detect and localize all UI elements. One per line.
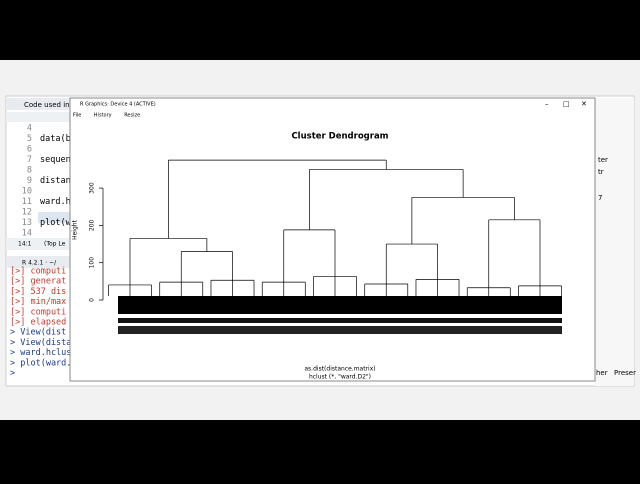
line-number: 14 (22, 229, 32, 239)
maximize[interactable]: □ (563, 100, 570, 108)
status-bar (6, 238, 70, 250)
window-title: R Graphics: Device 4 (ACTIVE) (80, 102, 156, 108)
console-line: [>] generat (10, 277, 66, 287)
console-line: > (10, 369, 15, 379)
plot-area (71, 121, 594, 380)
y-axis-label: Height (72, 219, 79, 239)
subtitle: hclust (*, "ward.D2") (309, 374, 371, 381)
scope: (Top Le (44, 241, 66, 248)
console-line: > View(dista (10, 338, 71, 348)
line-number: 6 (27, 145, 32, 155)
leaf-mass (118, 296, 562, 314)
line-number: 11 (22, 197, 32, 207)
editor-tabbar (6, 98, 70, 110)
y-tick-label: 200 (89, 219, 96, 231)
background-text: 4567891011121314data(bsequendistanward.h… (10, 124, 636, 379)
code-line: plot(w (40, 218, 72, 228)
leaf-labels (118, 318, 562, 323)
close[interactable]: ✕ (581, 100, 587, 108)
pane-text: ter (598, 156, 608, 164)
pane-text: her (596, 369, 608, 377)
menu-bar: File History Resize (73, 113, 140, 119)
editor-tab[interactable]: Code used in v (24, 101, 76, 109)
menu-item[interactable]: File (73, 113, 81, 119)
menu-item[interactable]: Resize (124, 113, 140, 119)
leaf-labels (118, 326, 562, 334)
menu-item[interactable]: History (94, 113, 112, 119)
console-line: > ward.hclus (10, 348, 71, 358)
minimize[interactable]: – (545, 100, 549, 108)
console-line: [>] computi (10, 267, 66, 277)
line-highlight (38, 212, 70, 223)
code-line: data(b (40, 134, 71, 144)
y-tick-label: 0 (89, 298, 96, 302)
console-line: [>] computi (10, 307, 66, 317)
line-number: 9 (27, 176, 32, 186)
line-number: 10 (22, 187, 32, 197)
console-header-bar (6, 256, 70, 268)
console-line: [>] min/max (10, 297, 66, 307)
console-line: > plot(ward. (10, 358, 71, 368)
pane-text: tr (598, 168, 604, 176)
code-line: sequen (40, 155, 71, 165)
line-number: 7 (27, 155, 32, 165)
line-number: 5 (27, 134, 32, 144)
x-axis-label: as.dist(distance.matrix) (304, 366, 375, 373)
console-line: > View(dist (10, 328, 66, 338)
code-line: ward.h (40, 197, 71, 207)
graphics-window: R Graphics: Device 4 (ACTIVE) – □ ✕ File… (69, 97, 596, 382)
line-number: 12 (22, 208, 32, 218)
line-number: 8 (27, 166, 32, 176)
pane-text: 7 (598, 194, 602, 202)
line-number: 4 (27, 124, 32, 134)
dendrogram: 0 100 200 300 (89, 159, 562, 302)
y-tick-label: 100 (89, 257, 96, 269)
console-line: [>] elapsed (10, 318, 66, 328)
toolbar (6, 112, 70, 122)
code-line: distan (40, 176, 71, 186)
chart-title: Cluster Dendrogram (291, 132, 388, 142)
cursor-position: 14:1 (18, 241, 32, 248)
console-line: [>] 537 dis (10, 287, 66, 297)
right-pane-bg (595, 98, 634, 386)
y-tick-label: 300 (89, 182, 96, 194)
pane-text: Preser (614, 369, 636, 377)
console-header: R 4.2.1 · ~/ (22, 260, 57, 267)
line-number: 13 (22, 218, 32, 228)
